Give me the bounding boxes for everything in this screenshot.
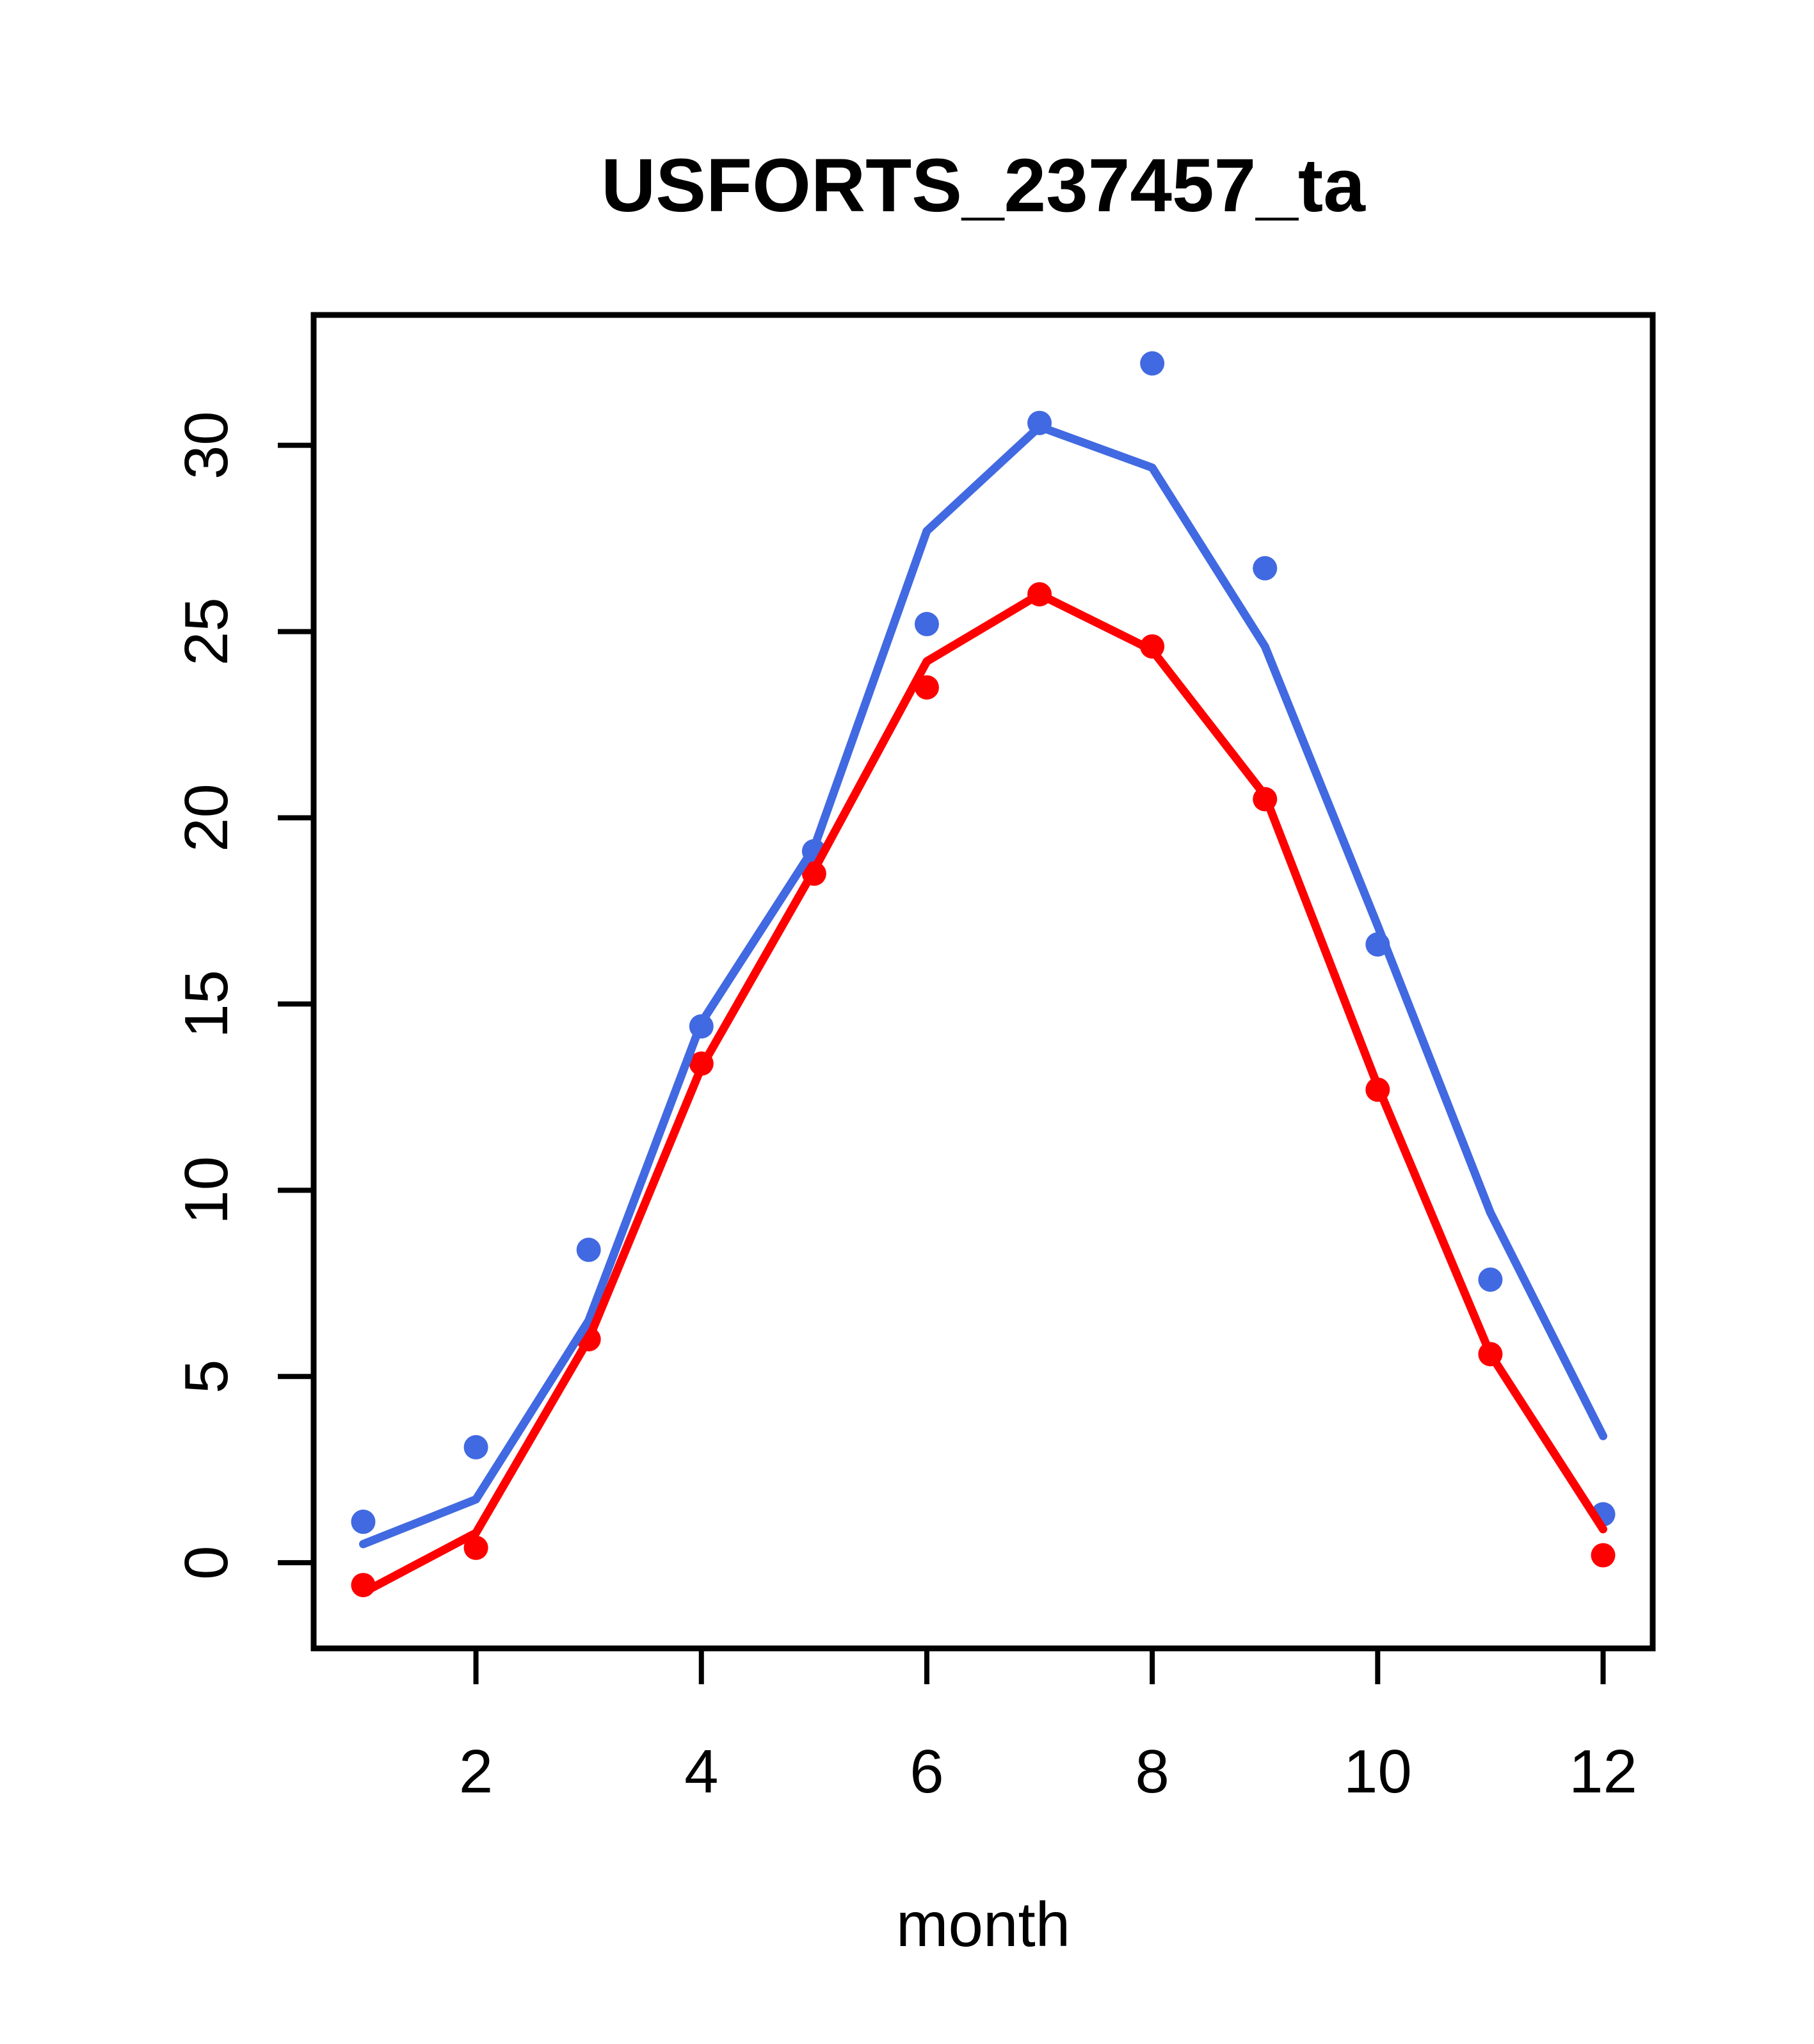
axes-layer: 2 4 6 8 10 12 0 5 10 15 20 25 30 xyxy=(172,312,1656,1806)
y-tick-label: 10 xyxy=(172,1156,241,1225)
plot-border xyxy=(310,312,1656,1652)
x-tick-label: 2 xyxy=(459,1737,493,1806)
y-tick-label: 30 xyxy=(172,411,241,479)
blue-observed-points-point xyxy=(1478,1267,1503,1292)
blue-observed-points-point xyxy=(463,1435,488,1460)
blue-observed-points-point xyxy=(576,1237,601,1262)
y-tick-label: 25 xyxy=(172,597,241,666)
y-tick-label: 15 xyxy=(172,970,241,1038)
y-tick-label: 0 xyxy=(172,1545,241,1579)
x-tick-label: 10 xyxy=(1344,1737,1412,1806)
red-observed-points-point xyxy=(1591,1543,1616,1568)
y-tick-label: 5 xyxy=(172,1360,241,1394)
y-tick-label: 20 xyxy=(172,784,241,852)
blue-fitted-line xyxy=(358,422,1608,1549)
x-axis-title: month xyxy=(896,1889,1070,1960)
blue-observed-points-point xyxy=(351,1509,376,1534)
x-tick-label: 4 xyxy=(684,1737,718,1806)
blue-observed-points-point xyxy=(1253,556,1278,581)
red-fitted-line xyxy=(358,590,1608,1597)
fitted-lines-layer xyxy=(358,422,1608,1597)
chart-title: USFORTS_237457_ta xyxy=(601,143,1366,228)
blue-observed-points-point xyxy=(1140,351,1165,376)
x-tick-label: 12 xyxy=(1569,1737,1637,1806)
x-tick-label: 6 xyxy=(910,1737,943,1806)
red-observed-points-point xyxy=(463,1535,488,1560)
x-tick-label: 8 xyxy=(1135,1737,1169,1806)
blue-observed-points-point xyxy=(914,611,939,636)
scatter-points-layer xyxy=(351,351,1616,1598)
